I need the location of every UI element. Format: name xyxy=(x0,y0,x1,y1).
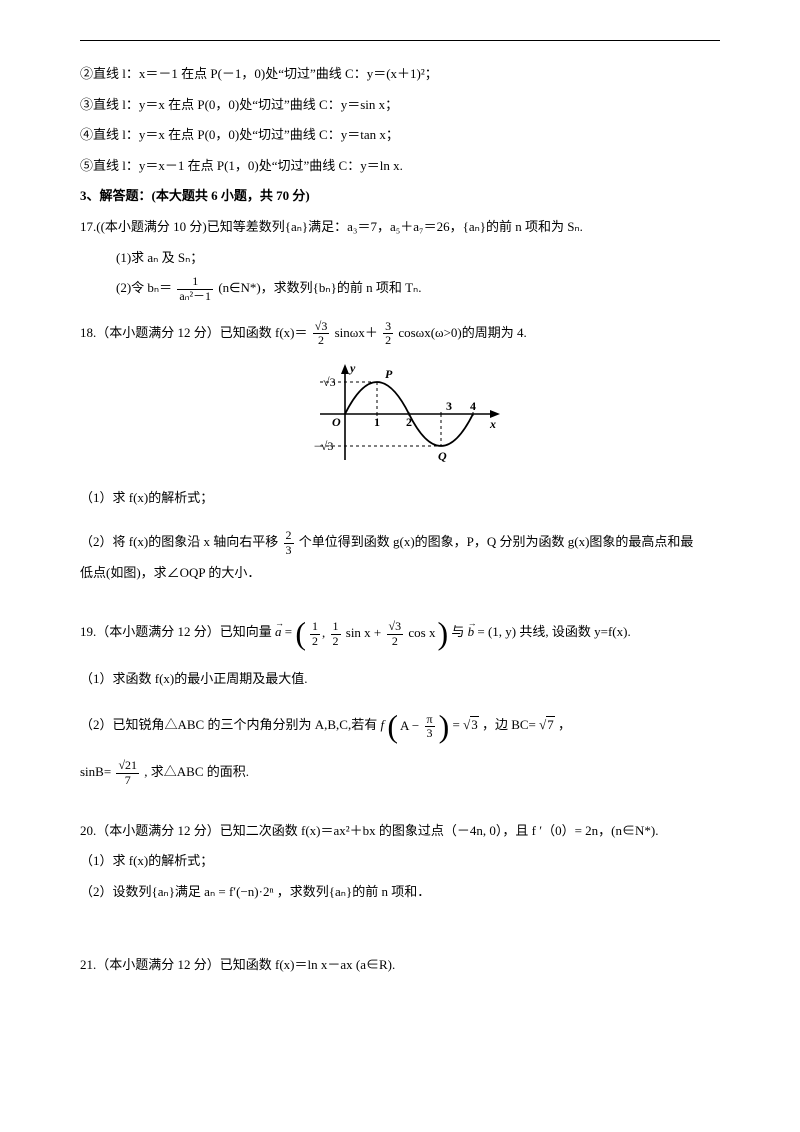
svg-text:Q: Q xyxy=(438,449,447,463)
q18-part2-line1: （2）将 f(x)的图象沿 x 轴向右平移 2 3 个单位得到函数 g(x)的图… xyxy=(80,528,720,557)
svg-text:y: y xyxy=(348,361,356,375)
line-3: ③直线 l：y＝x 在点 P(0，0)处“切过”曲线 C：y＝sin x； xyxy=(80,91,720,120)
q19-stem: 19.（本小题满分 12 分）已知向量 a = ( 12, 12 sin x +… xyxy=(80,617,720,649)
q18a-post: cosωx(ω>0)的周期为 4. xyxy=(398,325,526,340)
q19a-eq2: = (1, y) 共线, 设函数 y=f(x). xyxy=(477,624,630,639)
q18c-post1: 个单位得到函数 g(x)的图象，P，Q 分别为函数 g(x)图象的最高点和最 xyxy=(299,534,694,549)
spacer xyxy=(80,909,720,923)
q19d-frac: √21 7 xyxy=(116,759,139,786)
spacer xyxy=(80,696,720,710)
q19c-end: ， xyxy=(558,717,571,732)
spacer xyxy=(80,514,720,528)
q17c-fraction: 1 aₙ²－1 xyxy=(177,275,213,302)
right-paren-icon: ) xyxy=(439,710,450,742)
left-paren-icon: ( xyxy=(387,710,398,742)
sine-graph: y P √3 −√3 O 1 2 3 4 x Q xyxy=(290,354,510,474)
sqrt-icon: 3 xyxy=(463,717,479,732)
spacer xyxy=(80,744,720,758)
svg-text:−√3: −√3 xyxy=(314,439,333,453)
q18a-f1d: 2 xyxy=(313,334,330,347)
q17-part2: (2)令 bₙ＝ 1 aₙ²－1 (n∈N*)，求数列{bₙ}的前 n 项和 T… xyxy=(80,274,720,303)
q17c-post: (n∈N*)，求数列{bₙ}的前 n 项和 Tₙ. xyxy=(218,280,421,295)
q19-part2-line2: sinB= √21 7 , 求△ABC 的面积. xyxy=(80,758,720,787)
q21-stem: 21.（本小题满分 12 分）已知函数 f(x)＝ln x－ax (a∈R). xyxy=(80,951,720,980)
right-paren-icon: ) xyxy=(437,617,448,649)
svg-text:x: x xyxy=(489,417,496,431)
q20-part1: （1）求 f(x)的解析式； xyxy=(80,847,720,876)
q17c-num: 1 xyxy=(177,275,213,289)
line-5: ⑤直线 l：y＝x－1 在点 P(1，0)处“切过”曲线 C：y＝ln x. xyxy=(80,152,720,181)
svg-text:√3: √3 xyxy=(323,375,336,389)
page-top-rule xyxy=(80,40,720,41)
line-2: ②直线 l：x＝－1 在点 P(－1，0)处“切过”曲线 C：y＝(x＋1)²； xyxy=(80,60,720,89)
spacer xyxy=(80,305,720,319)
q19d-n: √21 xyxy=(116,759,139,773)
q17-stem: 17.((本小题满分 10 分)已知等差数列{aₙ}满足：a₃＝7，a₅＋a₇＝… xyxy=(80,213,720,242)
q18a-f1n: √3 xyxy=(313,320,330,334)
section-3-heading: 3、解答题：(本大题共 6 小题，共 70 分) xyxy=(80,182,720,211)
q19a-eq1: = xyxy=(285,624,296,639)
q19c-arg: A − π3 xyxy=(398,712,439,741)
spacer xyxy=(80,789,720,803)
spacer xyxy=(80,603,720,617)
svg-text:O: O xyxy=(332,415,341,429)
q17-part1: (1)求 aₙ 及 Sₙ； xyxy=(80,244,720,273)
page-content: ②直线 l：x＝－1 在点 P(－1，0)处“切过”曲线 C：y＝(x＋1)²；… xyxy=(0,0,800,1021)
spacer xyxy=(80,937,720,951)
spacer xyxy=(80,923,720,937)
vector-a-icon: a xyxy=(275,624,282,639)
spacer xyxy=(80,589,720,603)
vector-b-icon: b xyxy=(468,624,475,639)
q18a-frac1: √3 2 xyxy=(313,320,330,347)
svg-text:1: 1 xyxy=(374,415,380,429)
q18a-f2d: 2 xyxy=(383,334,393,347)
q18-part2-line2: 低点(如图)，求∠OQP 的大小． xyxy=(80,559,720,588)
q17c-den: aₙ²－1 xyxy=(177,290,213,303)
q19c-paren: ( A − π3 ) xyxy=(387,710,449,742)
spacer xyxy=(80,803,720,817)
svg-text:2: 2 xyxy=(406,415,412,429)
q18-part1: （1）求 f(x)的解析式； xyxy=(80,484,720,513)
q19c-f: f xyxy=(380,717,384,732)
q19a-paren-content: 12, 12 sin x + √32 cos x xyxy=(306,619,437,648)
q19d-post: , 求△ABC 的面积. xyxy=(144,764,249,779)
q19-part1: （1）求函数 f(x)的最小正周期及最大值. xyxy=(80,665,720,694)
q19a-with: 与 xyxy=(451,624,464,639)
q18c-pre: （2）将 f(x)的图象沿 x 轴向右平移 xyxy=(80,534,278,549)
svg-text:P: P xyxy=(385,367,393,381)
left-paren-icon: ( xyxy=(295,617,306,649)
q19d-d: 7 xyxy=(116,774,139,787)
q20-part2: （2）设数列{aₙ}满足 aₙ = f′(−n)·2ⁿ ，求数列{aₙ}的前 n… xyxy=(80,878,720,907)
sqrt-icon: 7 xyxy=(539,717,555,732)
q19-part2-line1: （2）已知锐角△ABC 的三个内角分别为 A,B,C,若有 f ( A − π3… xyxy=(80,710,720,742)
q18c-frac: 2 3 xyxy=(284,529,294,556)
q18c-fd: 3 xyxy=(284,544,294,557)
q19c-pre: （2）已知锐角△ABC 的三个内角分别为 A,B,C,若有 xyxy=(80,717,377,732)
spacer xyxy=(80,651,720,665)
q19a-pre: 19.（本小题满分 12 分）已知向量 xyxy=(80,624,272,639)
svg-text:3: 3 xyxy=(446,399,452,413)
q18-stem: 18.（本小题满分 12 分）已知函数 f(x)＝ √3 2 sinωx＋ 3 … xyxy=(80,319,720,348)
q17c-pre: (2)令 bₙ＝ xyxy=(116,280,172,295)
q18a-pre: 18.（本小题满分 12 分）已知函数 f(x)＝ xyxy=(80,325,308,340)
q19d-pre: sinB= xyxy=(80,764,114,779)
q19a-paren: ( 12, 12 sin x + √32 cos x ) xyxy=(295,617,448,649)
q19c-post: ，边 BC= xyxy=(482,717,536,732)
q18a-frac2: 3 2 xyxy=(383,320,393,347)
q20-stem: 20.（本小题满分 12 分）已知二次函数 f(x)＝ax²＋bx 的图象过点（… xyxy=(80,817,720,846)
svg-text:4: 4 xyxy=(470,399,476,413)
q18a-f2n: 3 xyxy=(383,320,393,334)
q18c-fn: 2 xyxy=(284,529,294,543)
q19c-eq: = xyxy=(452,717,463,732)
q18a-mid1: sinωx＋ xyxy=(335,325,378,340)
line-4: ④直线 l：y＝x 在点 P(0，0)处“切过”曲线 C：y＝tan x； xyxy=(80,121,720,150)
